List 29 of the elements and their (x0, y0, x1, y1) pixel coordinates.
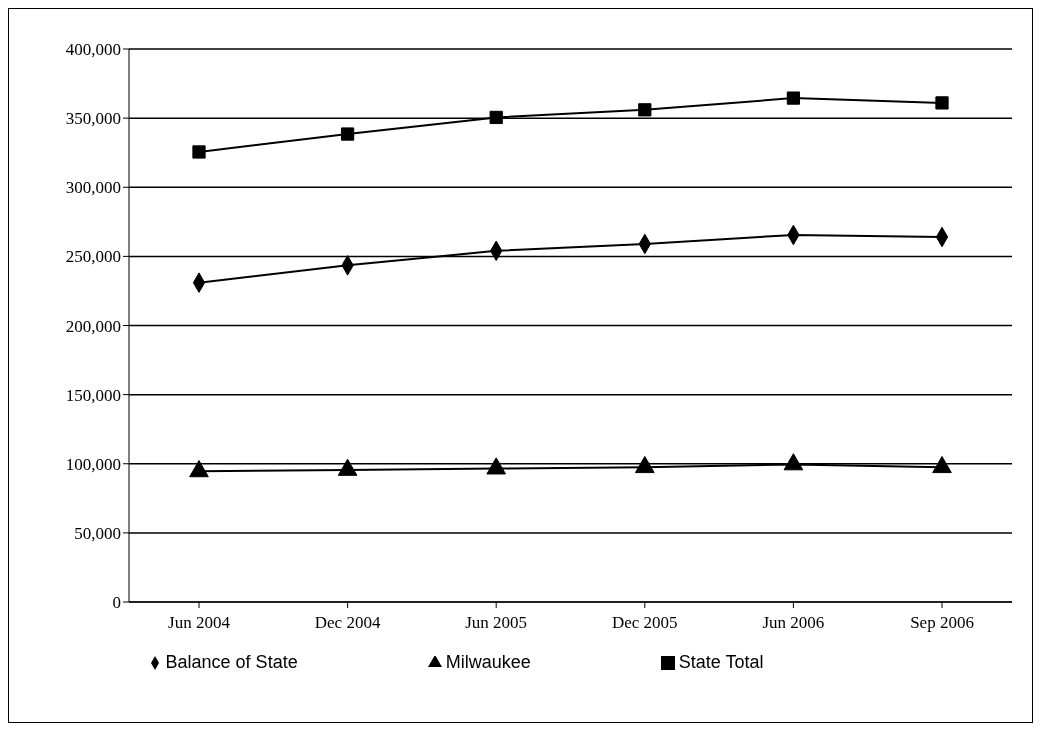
y-tick-label: 400,000 (65, 40, 121, 60)
x-tick-label: Sep 2006 (910, 613, 974, 633)
point (783, 453, 804, 471)
point (786, 91, 801, 105)
y-tick-label: 150,000 (65, 385, 121, 405)
y-tick-label: 300,000 (65, 178, 121, 198)
legend-label: State Total (678, 652, 764, 672)
y-tick-label: 350,000 (65, 109, 121, 129)
y-tick-label: 0 (112, 593, 121, 613)
y-tick-label: 200,000 (65, 316, 121, 336)
point (337, 458, 358, 476)
point (935, 96, 949, 110)
x-tick-label: Jun 2006 (762, 613, 825, 633)
x-tick-label: Jun 2005 (465, 613, 528, 633)
y-tick-label: 100,000 (65, 454, 121, 474)
y-tick-label: 250,000 (65, 247, 121, 267)
point (932, 455, 952, 474)
point (489, 110, 503, 125)
point (192, 145, 206, 159)
legend-label: Balance of State (165, 652, 298, 672)
legend-label: Milwaukee (445, 652, 531, 672)
x-tick-label: Jun 2004 (168, 613, 231, 633)
x-tick-label: Dec 2005 (611, 613, 678, 633)
point (634, 455, 655, 474)
point (638, 103, 652, 117)
x-tick-label: Dec 2004 (314, 613, 381, 633)
y-tick-label: 50,000 (74, 523, 121, 543)
point (189, 460, 209, 478)
point (486, 457, 507, 475)
